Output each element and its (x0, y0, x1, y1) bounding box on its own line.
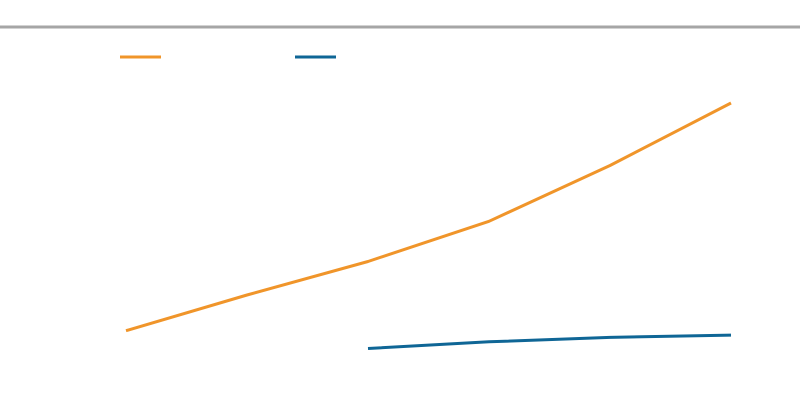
series-line-1 (367, 333, 732, 350)
series-layer (125, 101, 732, 350)
series-line-0 (125, 101, 732, 333)
